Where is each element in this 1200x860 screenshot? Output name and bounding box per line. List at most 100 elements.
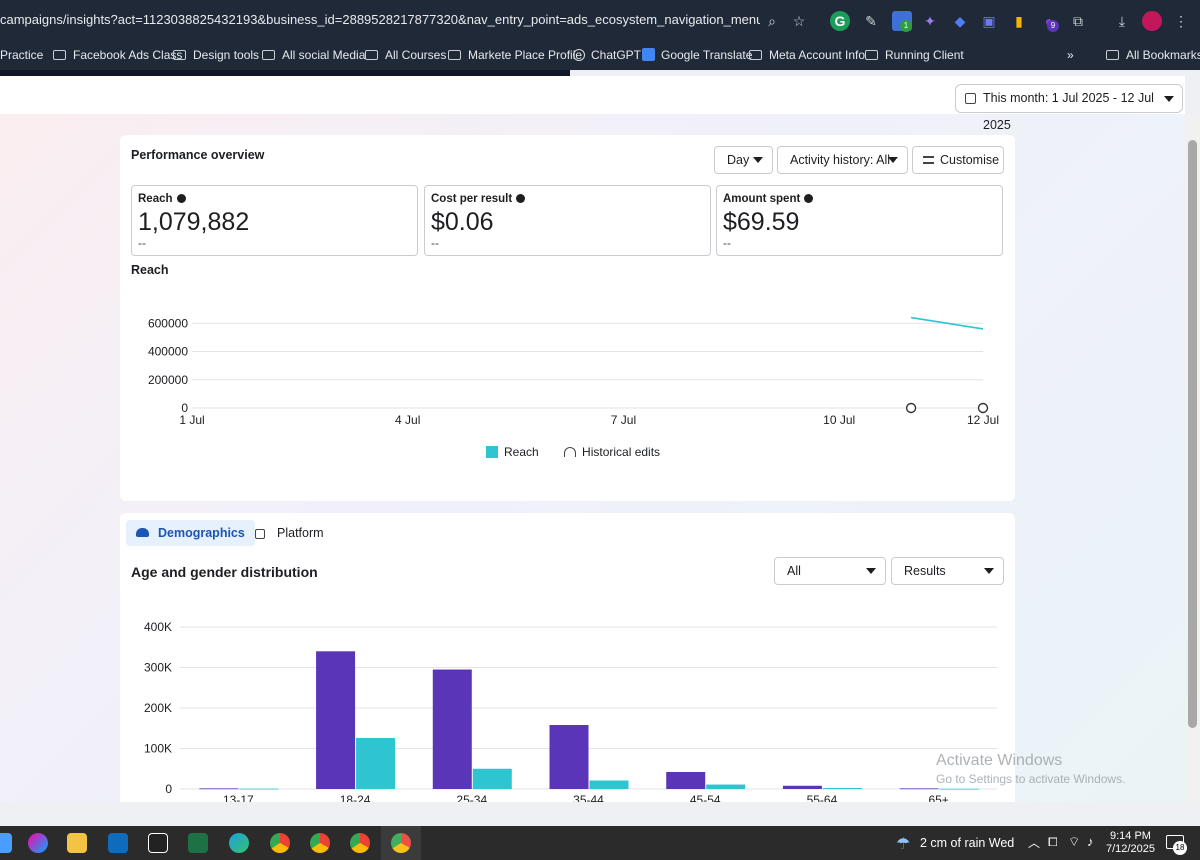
people-icon xyxy=(136,528,149,537)
google-translate-icon xyxy=(642,48,655,61)
performance-overview-card: Performance overview Day Activity histor… xyxy=(120,135,1015,501)
date-range-label: This month: 1 Jul 2025 - 12 Jul 2025 xyxy=(983,91,1154,132)
granularity-dropdown[interactable]: Day xyxy=(714,146,773,174)
demographics-card: Demographics Platform Age and gender dis… xyxy=(120,513,1015,802)
menu-kebab-icon[interactable]: ⋮ xyxy=(1174,13,1188,29)
bookmarks-bar: Practice Facebook Ads Class Design tools… xyxy=(0,42,1200,70)
chrome-icon[interactable] xyxy=(310,833,330,853)
bar-13-17-series-1 xyxy=(199,788,239,790)
results-metric-dropdown[interactable]: Results xyxy=(891,557,1004,585)
weather-text[interactable]: 2 cm of rain Wed xyxy=(920,836,1015,850)
eyedropper-extension-icon[interactable]: ✎ xyxy=(865,13,877,29)
chrome-icon[interactable] xyxy=(350,833,370,853)
volume-icon[interactable]: ♪ xyxy=(1087,834,1094,849)
bookmark-folder[interactable]: Meta Account Info xyxy=(749,45,865,65)
bookmark-star-icon[interactable]: ☆ xyxy=(792,13,806,29)
bar-45-54-series-1 xyxy=(666,771,706,789)
bookmark-item[interactable]: Practice xyxy=(0,48,44,62)
metric-card-reach[interactable]: Reach 1,079,882 -- xyxy=(131,185,418,256)
bookmark-folder[interactable]: All Courses xyxy=(365,45,446,65)
folder-icon xyxy=(262,50,275,60)
clock-date: 7/12/2025 xyxy=(1106,843,1155,855)
address-bar[interactable]: campaigns/insights?act=1123038825432193&… xyxy=(0,12,760,27)
folder-icon xyxy=(749,50,762,60)
section-title: Performance overview xyxy=(131,148,265,162)
frame-extension-icon[interactable]: ▣ xyxy=(982,13,996,29)
metric-card-cost-per-result[interactable]: Cost per result $0.06 -- xyxy=(424,185,711,256)
age-gender-bar-chart: 0 100K 200K 300K 400K 13-17 18-24 25-34 35-44 45… xyxy=(144,620,997,802)
capcut-icon[interactable] xyxy=(148,833,168,853)
clock-time: 9:14 PM xyxy=(1109,830,1151,842)
tab-demographics[interactable]: Demographics xyxy=(126,520,255,546)
file-explorer-icon[interactable] xyxy=(67,833,87,853)
gender-filter-dropdown[interactable]: All xyxy=(774,557,886,585)
y-tick-label: 600000 xyxy=(148,316,188,330)
bar-45-54-series-2 xyxy=(706,784,746,789)
folder-icon xyxy=(1106,50,1119,60)
y-tick-label: 0 xyxy=(181,401,188,415)
info-icon[interactable] xyxy=(804,194,814,203)
chevron-down-icon xyxy=(984,568,994,574)
bookmark-item[interactable]: Google Translate xyxy=(642,45,752,65)
bookmark-folder[interactable]: All social Media xyxy=(262,45,365,65)
more-bookmarks-chevron-icon[interactable]: » xyxy=(1067,48,1074,62)
page-scrollbar[interactable] xyxy=(1185,114,1200,802)
download-icon[interactable]: ⤓ xyxy=(1118,13,1126,29)
extensions-puzzle-icon[interactable]: ⧉ xyxy=(1073,13,1083,29)
series-line-reach xyxy=(910,316,984,330)
chrome-icon[interactable] xyxy=(381,826,421,860)
bookmark-folder[interactable]: Running Client xyxy=(865,45,964,65)
bookmark-item[interactable]: ChatGPT xyxy=(573,45,641,65)
notification-count-badge: 18 xyxy=(1173,841,1187,855)
chart-legend: Reach Historical edits xyxy=(486,445,660,459)
bookmark-label: ChatGPT xyxy=(591,48,642,62)
system-clock[interactable]: 9:14 PM 7/12/2025 xyxy=(1106,830,1155,856)
bottle-extension-icon[interactable]: ▮ xyxy=(1015,13,1023,29)
excel-icon[interactable] xyxy=(188,833,208,853)
bar-13-17-series-2 xyxy=(239,788,279,790)
weather-rain-icon[interactable]: ☂ xyxy=(896,836,911,853)
x-tick-label: 4 Jul xyxy=(395,413,420,427)
bookmark-label: Facebook Ads Class xyxy=(73,48,183,62)
activity-history-dropdown[interactable]: Activity history: All xyxy=(777,146,908,174)
feather-extension-icon[interactable]: ✦ xyxy=(924,13,936,29)
tag-extension-icon[interactable]: ◆ xyxy=(954,13,966,29)
metric-card-amount-spent[interactable]: Amount spent $69.59 -- xyxy=(716,185,1003,256)
start-icon[interactable] xyxy=(0,833,12,853)
bar-18-24-series-2 xyxy=(356,737,396,789)
edge-icon[interactable] xyxy=(229,833,249,853)
y-tick-label: 100K xyxy=(144,742,172,756)
y-tick-label: 400K xyxy=(144,620,172,634)
search-icon[interactable]: ⌕ xyxy=(768,13,776,29)
device-icon[interactable]: ⧠ xyxy=(1048,835,1058,849)
metric-label: Reach xyxy=(138,193,173,205)
tab-label: Platform xyxy=(277,526,324,540)
copilot-icon[interactable] xyxy=(28,833,48,853)
info-icon[interactable] xyxy=(176,194,186,203)
date-range-picker[interactable]: This month: 1 Jul 2025 - 12 Jul 2025 xyxy=(955,84,1183,132)
tab-label: Demographics xyxy=(158,526,245,540)
all-bookmarks-folder[interactable]: All Bookmarks xyxy=(1106,45,1200,65)
profile-avatar[interactable] xyxy=(1142,11,1162,31)
extension-badge: 9 xyxy=(1047,20,1059,32)
tab-platform[interactable]: Platform xyxy=(245,520,334,546)
windows-activation-watermark: Activate Windows Go to Settings to activ… xyxy=(936,752,1125,786)
x-tick-label: 18-24 xyxy=(340,793,371,802)
wifi-icon[interactable]: ⌔ xyxy=(1068,834,1081,849)
info-icon[interactable] xyxy=(516,194,526,203)
chevron-down-icon xyxy=(888,157,898,163)
outlook-icon[interactable] xyxy=(108,833,128,853)
chevron-down-icon xyxy=(866,568,876,574)
bookmark-label: Google Translate xyxy=(661,48,753,62)
bookmark-folder[interactable]: Markete Place Profile xyxy=(448,45,582,65)
grammarly-extension-icon[interactable]: G xyxy=(830,11,850,31)
customise-button[interactable]: Customise xyxy=(912,146,1004,174)
bookmark-folder[interactable]: Design tools xyxy=(173,45,259,65)
folder-icon xyxy=(448,50,461,60)
folder-icon xyxy=(53,50,66,60)
scrollbar-thumb[interactable] xyxy=(1188,140,1197,728)
chevron-up-icon[interactable]: ︿ xyxy=(1028,836,1041,850)
bookmark-folder[interactable]: Facebook Ads Class xyxy=(53,45,182,65)
chrome-icon[interactable] xyxy=(270,833,290,853)
folder-icon xyxy=(173,50,186,60)
